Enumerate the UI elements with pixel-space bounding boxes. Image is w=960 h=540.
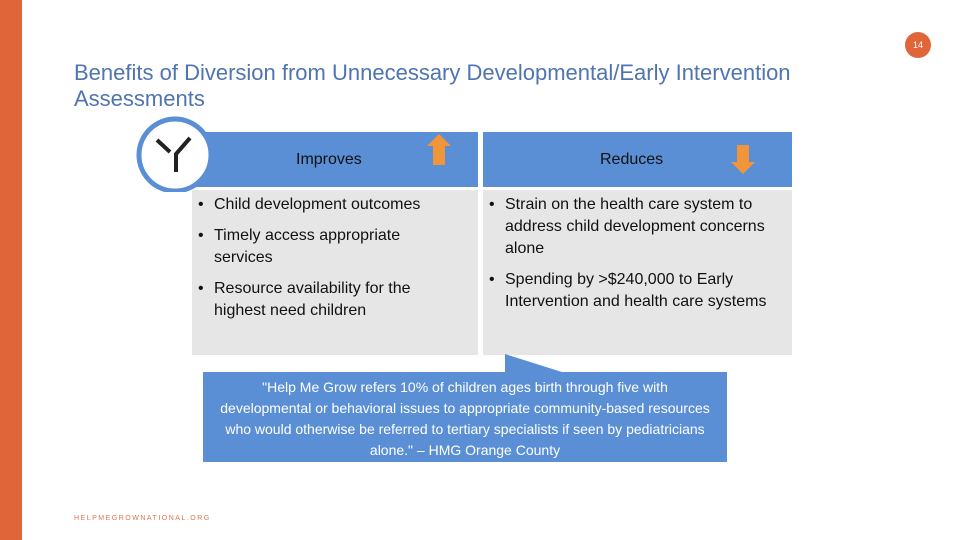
up-arrow xyxy=(427,134,451,165)
header-icons xyxy=(136,116,755,192)
list-item: Spending by >$240,000 to Early Intervent… xyxy=(483,269,772,313)
list-item: Child development outcomes xyxy=(192,194,460,216)
footer: HELPMEGROWNATIONAL.ORG xyxy=(74,515,211,522)
quote-box: "Help Me Grow refers 10% of children age… xyxy=(203,372,727,462)
column-body: Child development outcomes Timely access… xyxy=(192,190,478,355)
column-body: Strain on the health care system to addr… xyxy=(483,190,792,355)
slide-title: Benefits of Diversion from Unnecessary D… xyxy=(74,60,791,111)
column-header: Improves xyxy=(192,132,478,187)
callout-pointer xyxy=(505,354,565,373)
item-list: Strain on the health care system to addr… xyxy=(483,190,792,313)
down-arrow xyxy=(731,145,755,174)
list-item: Timely access appropriate services xyxy=(192,225,460,269)
page-number: 14 xyxy=(905,32,931,58)
item-list: Child development outcomes Timely access… xyxy=(192,190,478,322)
header-text: Reduces xyxy=(600,151,664,168)
list-item: Resource availability for the highest ne… xyxy=(192,278,460,322)
header-text: Improves xyxy=(296,151,362,168)
diversion-icon xyxy=(155,136,192,172)
accent-bar xyxy=(0,0,22,540)
list-item: Strain on the health care system to addr… xyxy=(483,194,772,260)
pointer xyxy=(505,354,565,373)
